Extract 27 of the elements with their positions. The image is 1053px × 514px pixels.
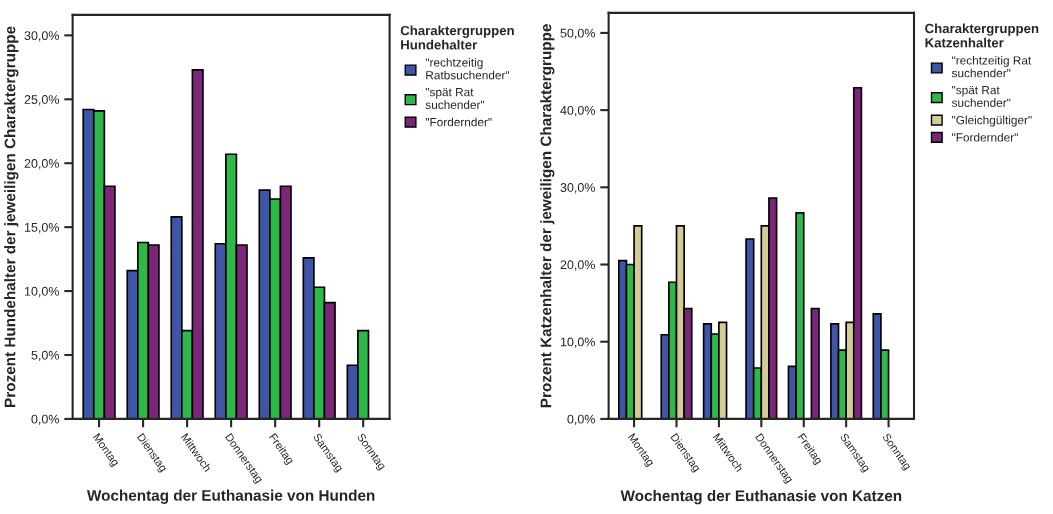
y-tick-label: 30,0% — [560, 183, 595, 194]
legend-label: "rechtzeitig Ratbsuchender" — [425, 58, 510, 80]
y-tick-label: 0,0% — [567, 414, 595, 426]
y-tick-label: 30,0% — [24, 31, 60, 42]
x-axis-title: Wochentag der Euthanasie von Katzen — [620, 489, 902, 505]
y-tick-label: 40,0% — [560, 105, 595, 117]
x-axis-title: Wochentag der Euthanasie von Hunden — [86, 489, 375, 504]
y-tick-label: 20,0% — [24, 159, 60, 170]
legend-label: "spät Rat suchender" — [425, 88, 485, 110]
y-tick-label: 20,0% — [560, 260, 595, 271]
legend-label: "Fordernder" — [425, 117, 492, 127]
y-tick-label: 5,0% — [31, 350, 60, 362]
legend-title: Charaktergruppen Katzenhalter — [925, 23, 1039, 48]
y-tick-label: 0,0% — [31, 414, 60, 426]
y-tick-label: 10,0% — [560, 337, 595, 348]
y-tick-label: 50,0% — [560, 28, 595, 40]
legend-label: "Fordernder" — [952, 132, 1018, 142]
y-axis-title: Prozent Hundehalter der jeweiligen Charaktergruppe — [4, 26, 19, 407]
legend-title: Charaktergruppen Hundehalter — [400, 25, 514, 50]
y-tick-label: 15,0% — [24, 222, 60, 234]
y-tick-label: 25,0% — [24, 95, 60, 106]
legend-label: "rechtzeitig Rat suchender" — [951, 55, 1032, 78]
bar — [810, 307, 820, 419]
legend-label: "spät Rat suchender" — [951, 86, 1011, 107]
y-axis-title: Prozent Katzenhalter der jeweiligen Charaktergruppe — [540, 24, 555, 408]
y-tick-label: 10,0% — [24, 286, 60, 298]
legend-label: "Gleichgültiger" — [952, 115, 1032, 127]
